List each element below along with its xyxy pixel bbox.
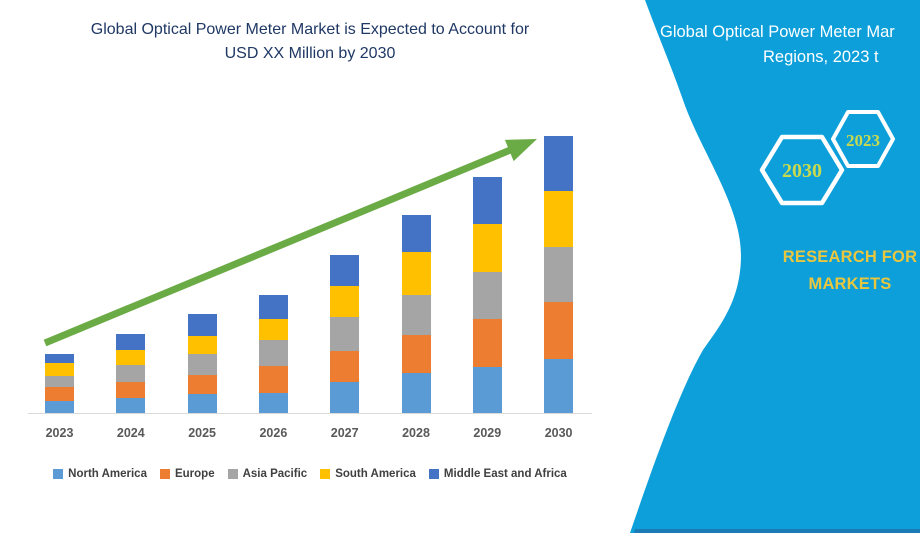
legend-item-europe: Europe [159, 468, 215, 480]
legend-label-europe: Europe [174, 468, 215, 480]
chart-title: Global Optical Power Meter Market is Exp… [0, 18, 620, 66]
bar-segment-europe-2026 [258, 366, 288, 393]
bar-segment-middle-east-and-africa-2025 [187, 314, 217, 336]
hexagon-2023-outline [831, 110, 895, 168]
x-axis-label-2025: 2025 [188, 426, 216, 440]
bar-segment-europe-2027 [330, 351, 360, 382]
chart-title-line2: USD XX Million by 2030 [224, 45, 396, 62]
legend-label-south-america: South America [335, 468, 416, 480]
bar-segment-middle-east-and-africa-2026 [258, 295, 288, 319]
bar-segment-south-america-2025 [187, 336, 217, 354]
bar-segment-europe-2023 [45, 387, 74, 401]
bar-segment-asia-pacific-2030 [544, 247, 574, 302]
chart-title-line1: Global Optical Power Meter Market is Exp… [90, 21, 530, 38]
bar-segment-asia-pacific-2029 [472, 272, 502, 319]
bar-segment-north-america-2030 [544, 359, 574, 413]
bar-segment-middle-east-and-africa-2024 [116, 334, 146, 350]
bar-segment-south-america-2023 [45, 363, 74, 376]
panel-heading-line2: Regions, 2023 t [763, 48, 879, 66]
bar-segment-middle-east-and-africa-2030 [544, 136, 574, 191]
bar-segment-asia-pacific-2026 [258, 340, 288, 366]
x-axis-label-2030: 2030 [544, 426, 573, 440]
legend-label-asia-pacific: Asia Pacific [242, 468, 308, 480]
bar-segment-europe-2025 [187, 375, 217, 394]
bar-segment-europe-2029 [472, 319, 502, 367]
bar-segment-north-america-2025 [187, 394, 217, 413]
legend-label-middle-east-and-africa: Middle East and Africa [443, 468, 567, 480]
trend-arrow-head [504, 139, 537, 162]
x-axis-label-2023: 2023 [45, 426, 74, 440]
bar-segment-europe-2030 [544, 302, 574, 359]
bar-segment-asia-pacific-2024 [116, 365, 146, 382]
legend-label-north-america: North America [68, 468, 147, 480]
bar-segment-south-america-2024 [116, 350, 146, 365]
legend-item-north-america: North America [53, 468, 147, 480]
brand-wordmark: RESEARCH FOR MARKETS [765, 244, 920, 298]
bar-segment-north-america-2026 [258, 393, 288, 413]
bar-segment-north-america-2029 [472, 367, 502, 413]
legend-swatch-north-america [53, 469, 64, 479]
x-axis-label-2028: 2028 [402, 426, 430, 440]
bar-segment-north-america-2023 [45, 401, 74, 413]
legend-item-asia-pacific: Asia Pacific [227, 468, 308, 480]
legend-item-south-america: South America [320, 468, 416, 480]
bar-segment-south-america-2029 [472, 224, 502, 272]
legend-swatch-europe [159, 469, 170, 479]
bar-segment-middle-east-and-africa-2028 [401, 215, 431, 252]
bar-segment-south-america-2030 [544, 191, 574, 247]
bar-segment-asia-pacific-2027 [330, 317, 360, 351]
bar-segment-north-america-2028 [401, 373, 431, 413]
brand-line2: MARKETS [808, 275, 892, 293]
bar-segment-north-america-2027 [330, 382, 360, 413]
hexagon-2023-label: 2023 [846, 131, 880, 150]
bar-segment-middle-east-and-africa-2023 [45, 354, 74, 363]
bar-segment-south-america-2028 [401, 252, 431, 295]
bar-segment-asia-pacific-2025 [187, 354, 217, 375]
panel-bottom-strip [634, 529, 920, 533]
bar-segment-asia-pacific-2023 [45, 376, 74, 387]
panel-heading: Global Optical Power Meter Mar Regions, … [660, 20, 920, 70]
chart-legend: North America Europe Asia Pacific South Ame… [0, 468, 620, 480]
x-axis-label-2024: 2024 [116, 426, 145, 440]
bar-segment-south-america-2027 [330, 286, 360, 317]
legend-swatch-south-america [320, 469, 331, 479]
bar-segment-middle-east-and-africa-2029 [472, 177, 502, 224]
bar-segment-middle-east-and-africa-2027 [330, 255, 360, 286]
brand-line1: RESEARCH FOR [782, 248, 918, 266]
bar-segment-asia-pacific-2028 [401, 295, 431, 335]
hexagon-2030-outline [759, 134, 845, 206]
bar-segment-europe-2028 [401, 335, 431, 373]
hexagon-2030-label: 2030 [782, 160, 822, 182]
x-axis-line [28, 413, 592, 414]
x-axis-label-2026: 2026 [259, 426, 288, 440]
bar-segment-europe-2024 [116, 382, 146, 398]
legend-item-middle-east-and-africa: Middle East and Africa [428, 468, 567, 480]
panel-heading-line1: Global Optical Power Meter Mar [660, 23, 895, 41]
legend-swatch-middle-east-and-africa [428, 469, 439, 479]
legend-swatch-asia-pacific [227, 469, 238, 479]
x-axis-label-2029: 2029 [473, 426, 502, 440]
bar-segment-north-america-2024 [116, 398, 146, 413]
bar-segment-south-america-2026 [258, 319, 288, 340]
x-axis-label-2027: 2027 [330, 426, 359, 440]
